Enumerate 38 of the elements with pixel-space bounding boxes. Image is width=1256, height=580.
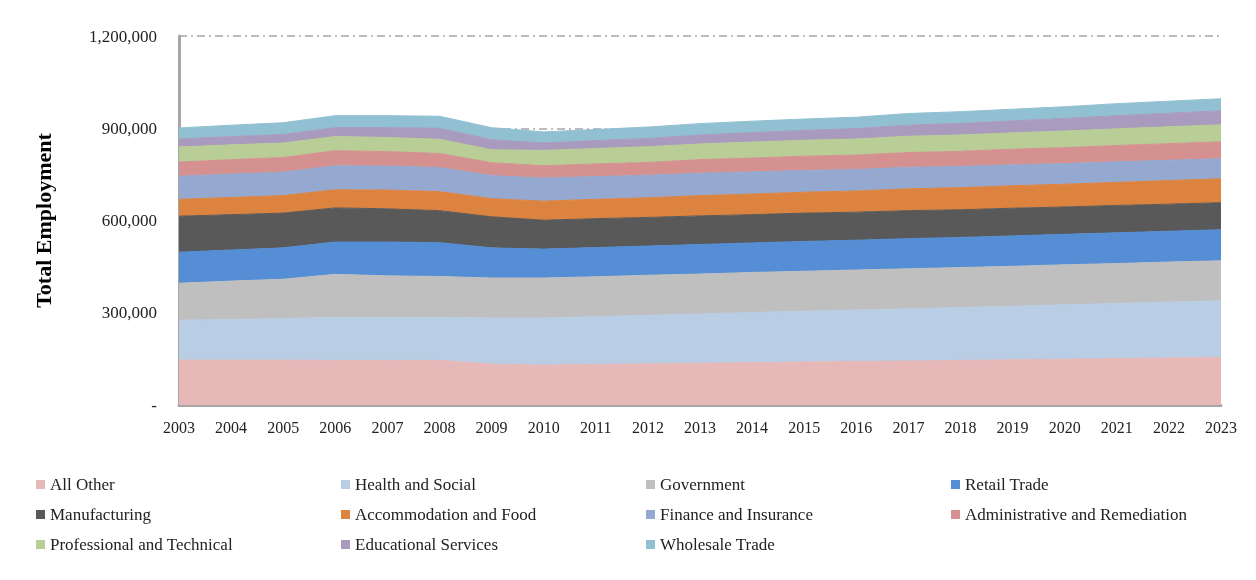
x-tick-label: 2021: [1100, 418, 1133, 436]
y-tick-label: 900,000: [101, 118, 157, 138]
x-tick-label: 2005: [267, 418, 300, 436]
legend-label: Finance and Insurance: [660, 505, 813, 524]
x-tick-label: 2006: [319, 418, 352, 436]
x-tick-label: 2010: [527, 418, 560, 436]
x-tick-label: 2008: [423, 418, 456, 436]
legend-label: Manufacturing: [50, 505, 152, 524]
x-tick-label: 2012: [631, 418, 664, 436]
legend-label: Administrative and Remediation: [965, 505, 1188, 524]
x-tick-label: 2018: [944, 418, 977, 436]
x-tick-label: 2020: [1048, 418, 1081, 436]
y-axis-title: Total Employment: [30, 132, 56, 308]
x-tick-label: 2014: [736, 418, 769, 436]
legend-label: Professional and Technical: [50, 535, 233, 554]
legend-label: Retail Trade: [965, 475, 1049, 494]
x-tick-label: 2007: [371, 418, 404, 436]
legend-label: Wholesale Trade: [660, 535, 775, 554]
x-tick-label: 2013: [684, 418, 716, 436]
legend-label: All Other: [50, 475, 116, 494]
x-tick-label: 2004: [215, 418, 248, 436]
x-tick-label: 2009: [475, 418, 508, 436]
legend-label: Accommodation and Food: [355, 505, 537, 524]
y-tick-label: 600,000: [101, 211, 157, 230]
x-tick-label: 2003: [163, 418, 195, 436]
x-tick-label: 2019: [996, 418, 1029, 436]
x-tick-label: 2023: [1205, 418, 1237, 436]
x-tick-label: 2016: [840, 418, 873, 436]
x-tick-label: 2022: [1152, 418, 1185, 436]
legend-label: Health and Social: [355, 475, 477, 494]
y-tick-label: 300,000: [101, 303, 157, 323]
legend-label: Government: [660, 475, 746, 494]
x-tick-label: 2017: [892, 418, 925, 436]
legend-label: Educational Services: [355, 535, 499, 554]
x-tick-label: 2015: [788, 418, 821, 436]
y-tick-label: 1,200,000: [89, 26, 157, 46]
y-tick-label: -: [151, 395, 158, 415]
x-tick-label: 2011: [580, 418, 612, 436]
